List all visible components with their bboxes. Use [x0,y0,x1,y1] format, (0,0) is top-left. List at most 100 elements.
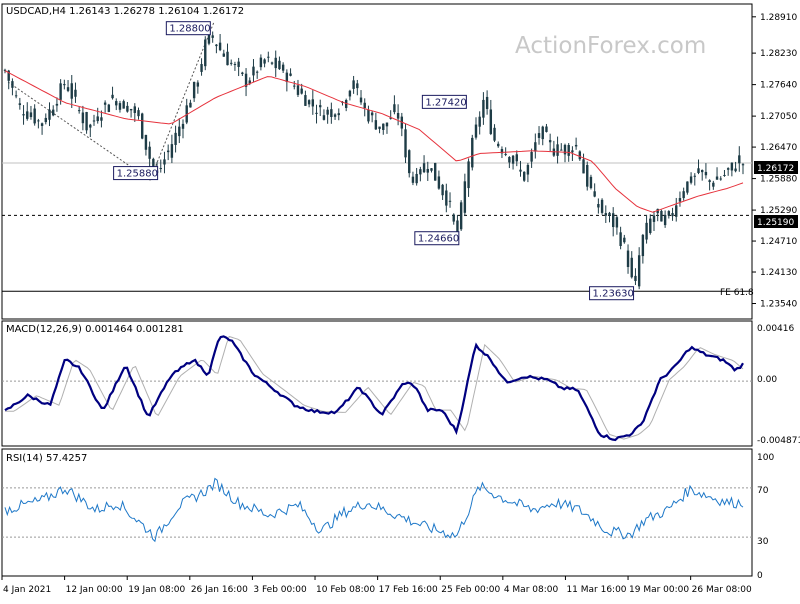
candle-body [497,143,500,147]
candle-body [181,123,185,129]
candle-body [738,155,741,164]
x-axis-label: 4 Jan 2021 [3,585,51,595]
candle-body [248,80,251,84]
candle-body [623,237,626,243]
x-axis-label: 12 Jan 00:00 [66,585,123,595]
x-axis-labels: 4 Jan 2021 12 Jan 00:00 19 Jan 08:00 26 Jan… [1,576,752,595]
price-annotation-box [165,21,211,36]
price-axis-ticks: 1.28910 1.28230 1.27640 1.27050 1.26470 1.258… [752,13,797,310]
candle-body [289,73,292,76]
candle-body [600,199,604,213]
candle-body [330,109,333,117]
fib-label: FE 61.8 [720,288,754,298]
candle-body [697,168,700,173]
price-tick-label: 1.26470 [760,143,797,153]
candle-body [667,211,671,216]
candle-body [222,53,226,57]
candle-body [741,164,745,166]
candle-body [230,62,233,64]
candle-body [530,151,533,162]
candle-body [311,99,315,107]
candle-body [204,39,207,67]
candle-body [300,88,303,94]
candle-body [144,134,148,150]
candle-body [74,89,77,97]
macd-tick-bottom: -0.004871 [757,436,800,446]
candle-body [270,62,274,64]
candle-body [511,155,515,164]
candle-body [422,163,426,173]
candle-body [166,150,170,153]
price-tick-label: 1.25880 [760,175,797,185]
candle-body [63,84,66,86]
candle-body [293,85,296,87]
x-axis-label: 26 Jan 16:00 [191,585,248,595]
candle-body [218,42,222,51]
candle-body [7,70,10,81]
candle-body [252,66,255,76]
candle-body [304,95,307,106]
candle-body [649,218,652,234]
candle-body [385,122,389,127]
price-annotation-label: 1.24660 [418,234,459,245]
candle-body [715,176,719,180]
x-axis-label: 11 Mar 16:00 [566,585,626,595]
candle-body [393,104,396,113]
candle-body [333,114,337,117]
candle-body [430,168,433,171]
macd-series [2,335,752,442]
candle-body [508,157,511,163]
candle-body [682,191,685,199]
candle-body [459,202,463,230]
candle-body [489,109,493,134]
price-panel-frame [1,3,753,320]
rsi-tick-70: 70 [757,486,769,496]
candle-body [641,234,645,257]
candle-body [734,168,737,172]
candle-body [159,168,162,170]
candle-body [593,191,596,197]
candle-body [467,161,470,189]
candle-body [671,213,674,217]
candle-body [241,72,244,74]
candle-body [211,35,214,38]
candle-body [348,90,352,97]
candle-body [426,168,429,173]
candle-body [185,105,188,123]
candle-body [500,149,504,154]
current-price-label: 1.26172 [757,164,794,174]
candle-body [103,102,107,105]
candle-body [704,171,708,176]
candle-body [52,109,55,116]
candle-body [200,64,203,72]
candle-body [359,97,363,103]
candle-body [263,59,266,64]
x-axis-label: 3 Feb 00:00 [253,585,307,595]
watermark-text: ActionForex.com [515,33,706,59]
candle-body [59,83,62,100]
candle-body [548,140,552,143]
candle-body [111,94,114,99]
candle-body [471,137,474,168]
candle-body [534,142,537,152]
candle-body [226,51,229,66]
candle-body [560,149,563,151]
candle-body [415,173,418,184]
candle-body [612,213,615,228]
price-tick-label: 1.25290 [760,206,797,216]
price-annotation-box [421,94,467,109]
price-tick-label: 1.27640 [760,81,797,91]
candle-body [281,64,285,71]
candle-body [619,232,622,246]
candle-body [482,99,485,118]
candle-body [352,80,355,89]
macd-tick-top: 0.00416 [757,324,794,334]
candle-body [307,100,311,105]
candle-body [174,132,177,145]
rsi-series [2,477,752,543]
candle-body [274,57,277,69]
candle-body [526,164,530,175]
candle-body [126,105,129,112]
